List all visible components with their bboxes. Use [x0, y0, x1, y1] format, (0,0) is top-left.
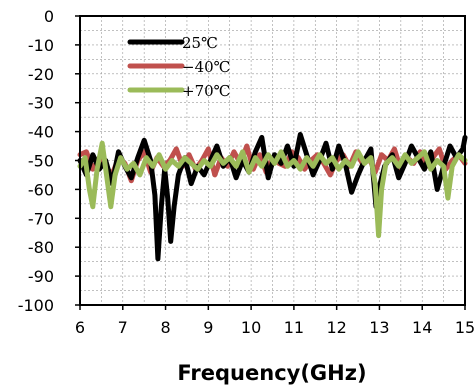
legend-label: −40℃ — [182, 58, 230, 76]
x-tick-label: 6 — [75, 318, 85, 337]
y-tick-label: -10 — [28, 36, 54, 55]
y-tick-label: 0 — [44, 7, 54, 26]
series-line-3 — [77, 140, 468, 239]
y-tick-label: -30 — [28, 94, 54, 113]
y-tick-label: -20 — [28, 65, 54, 84]
x-tick-label: 7 — [118, 318, 128, 337]
y-tick-label: -60 — [28, 180, 54, 199]
x-tick-label: 9 — [203, 318, 213, 337]
series-group — [77, 132, 468, 262]
y-tick-label: -70 — [28, 209, 54, 228]
x-tick-label: 13 — [369, 318, 389, 337]
x-tick-label: 12 — [326, 318, 346, 337]
legend-label: 25℃ — [182, 34, 218, 52]
x-tick-label: 14 — [412, 318, 432, 337]
y-tick-label: -40 — [28, 123, 54, 142]
y-tick-label: -80 — [28, 238, 54, 257]
x-axis-label: Frequency(GHz) — [177, 361, 366, 385]
x-tick-label: 11 — [284, 318, 304, 337]
y-tick-label: -100 — [18, 296, 54, 315]
y-axis: 0 -10 -20 -30 -40 -50 -60 -70 -80 -90 -100 — [18, 7, 80, 315]
y-tick-label: -50 — [28, 152, 54, 171]
x-tick-label: 8 — [160, 318, 170, 337]
x-axis: 6 7 8 9 10 11 12 13 14 15 — [75, 305, 475, 337]
y-tick-label: -90 — [28, 267, 54, 286]
x-tick-label: 15 — [455, 318, 475, 337]
legend-label: +70℃ — [182, 82, 230, 100]
x-tick-label: 10 — [241, 318, 261, 337]
legend: 25℃ −40℃ +70℃ — [127, 34, 230, 100]
